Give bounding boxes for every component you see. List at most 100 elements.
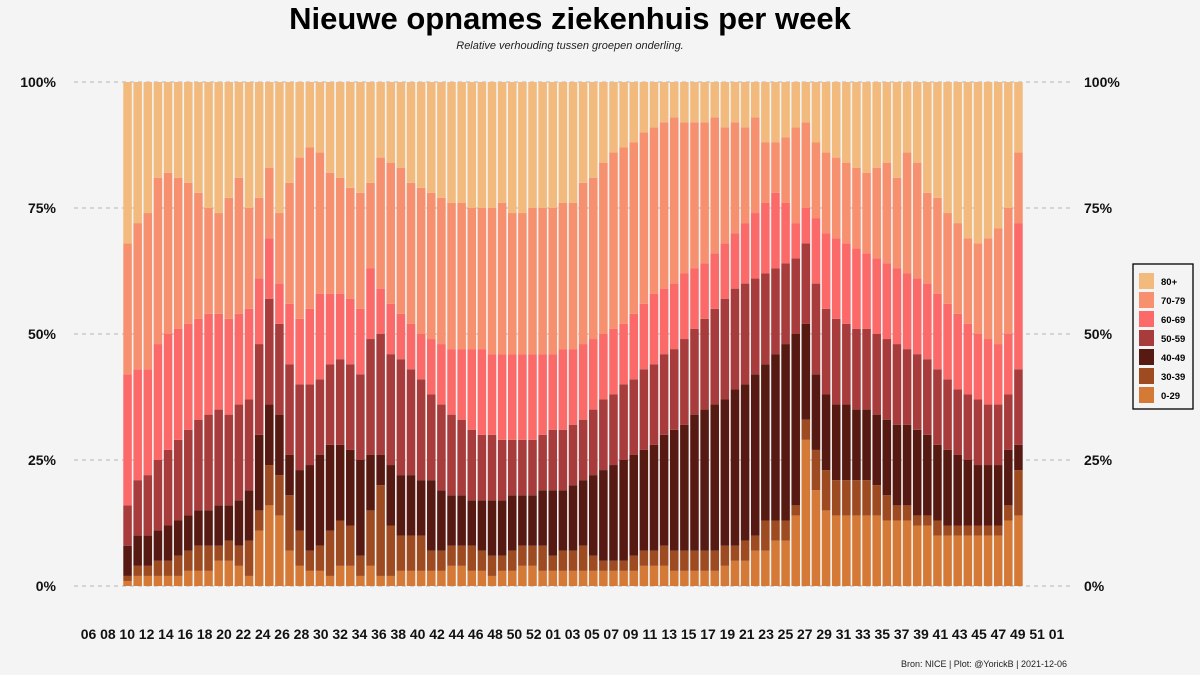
bar-segment-40-49 [224,505,234,541]
bar-segment-40-49 [700,409,709,551]
bar-segment-70-79 [305,147,315,309]
bar-segment-60-69 [143,369,153,476]
x-tick-label: 43 [952,626,968,642]
bar-segment-50-59 [923,359,932,435]
x-tick-label: 11 [643,626,658,642]
x-tick-label: 07 [603,626,619,642]
bar-segment-30-39 [427,550,436,571]
bar-segment-50-59 [811,283,821,375]
bar-segment-30-39 [993,525,1003,536]
bar-segment-30-39 [710,550,719,571]
bar-segment-30-39 [477,550,487,571]
bar-segment-40-49 [346,449,355,526]
bar-segment-80+ [214,82,223,214]
bar-segment-60-69 [852,248,861,329]
bar-segment-40-49 [447,495,456,546]
bar-segment-50-59 [730,288,740,390]
bar-segment-50-59 [568,424,578,486]
bar-segment-60-69 [204,313,213,415]
bar-week [923,82,932,586]
bar-segment-0-29 [173,575,183,586]
legend: 80+ 70-79 60-69 50-59 40-49 30-39 0-29 [1132,263,1194,410]
bar-segment-80+ [983,82,993,239]
bar-segment-30-39 [356,555,365,576]
bar-segment-30-39 [588,555,598,571]
x-tick-label: 52 [526,626,542,642]
x-tick-label: 16 [178,626,194,642]
bar-segment-60-69 [558,349,568,430]
legend-label-40-49: 40-49 [1161,353,1185,364]
bar-segment-70-79 [669,117,679,284]
x-tick-label: 09 [623,626,639,642]
bar-segment-0-29 [862,515,871,586]
bar-segment-70-79 [396,167,406,314]
bar-segment-70-79 [467,208,477,350]
bar-segment-40-49 [973,465,983,526]
bar-segment-70-79 [244,208,254,309]
bar-segment-70-79 [437,197,446,345]
bar-week [902,82,912,586]
bar-segment-70-79 [386,162,396,304]
bar-segment-0-29 [335,565,345,586]
bar-week [315,82,325,586]
bar-segment-60-69 [669,283,679,350]
bar-segment-80+ [761,82,770,143]
bar-segment-0-29 [406,570,416,586]
bar-segment-80+ [376,82,385,158]
bar-segment-50-59 [669,349,679,430]
bar-segment-30-39 [669,550,679,571]
bar-segment-60-69 [912,278,922,355]
bar-segment-80+ [882,82,892,163]
bar-segment-0-29 [963,535,973,586]
bar-segment-80+ [831,82,841,158]
bar-segment-70-79 [791,127,800,224]
bar-segment-70-79 [680,122,689,274]
bar-segment-50-59 [963,394,973,460]
bar-segment-50-59 [973,399,983,466]
bar-segment-70-79 [973,243,983,334]
bar-segment-40-49 [730,389,740,546]
bar-segment-60-69 [133,369,142,481]
bar-segment-70-79 [366,182,375,269]
bar-week [325,82,335,586]
bar-segment-0-29 [609,570,618,586]
bar-segment-40-49 [437,490,446,551]
bar-segment-50-59 [285,364,294,455]
bar-segment-80+ [1004,82,1013,208]
bar-segment-40-49 [923,434,932,516]
bar-segment-50-59 [993,404,1003,466]
legend-label-60-69: 60-69 [1161,315,1185,326]
bar-segment-60-69 [416,334,426,380]
bar-week [123,82,132,586]
x-axis: 06 08 10 12 14 16 18 20 22 24 26 28 30 32 34 36 38 40 42 44… [81,626,1065,642]
bar-segment-60-69 [588,339,598,410]
bar-segment-30-39 [578,545,588,571]
x-tick-label: 44 [449,626,465,642]
bar-segment-50-59 [457,419,466,496]
bar-segment-0-29 [720,565,730,586]
bar-segment-50-59 [437,404,446,491]
bar-segment-0-29 [153,575,163,586]
bar-segment-60-69 [923,283,932,360]
bar-segment-80+ [821,82,831,153]
bar-segment-50-59 [366,339,375,455]
bar-segment-60-69 [497,354,507,440]
bar-segment-40-49 [275,414,284,476]
bar-segment-60-69 [872,258,881,334]
bar-segment-60-69 [578,344,588,420]
bar-segment-80+ [639,82,649,133]
bar-segment-30-39 [447,545,456,566]
bar-segment-80+ [599,82,608,163]
bar-segment-50-59 [447,414,456,496]
bar-segment-70-79 [194,192,203,319]
bar-segment-80+ [163,82,173,173]
bar-segment-80+ [720,82,730,128]
bar-segment-70-79 [356,192,365,309]
bar-segment-60-69 [750,213,760,279]
bar-segment-60-69 [285,303,294,365]
bar-segment-40-49 [173,520,183,556]
bar-segment-80+ [508,82,517,214]
bar-segment-60-69 [862,253,871,329]
bar-segment-0-29 [882,520,892,586]
bar-segment-50-59 [123,505,132,546]
